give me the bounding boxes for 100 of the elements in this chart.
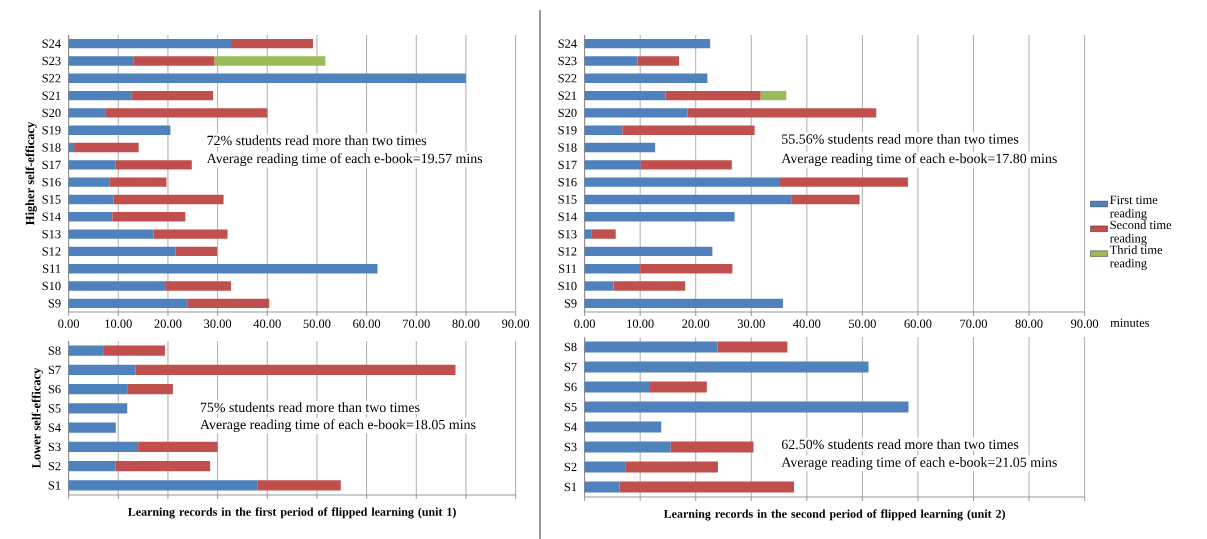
bar <box>68 212 113 222</box>
bar <box>625 461 718 473</box>
annotation: Average reading time of each e-book=19.57 mins <box>206 153 483 167</box>
bar <box>584 298 783 308</box>
y-tick-label: S1 <box>48 481 61 490</box>
x-axis-title: Learning records in the first period of flipped learning (unit 1) <box>128 507 456 519</box>
bar <box>584 246 713 257</box>
x-tick-label: 70.00 <box>960 319 988 328</box>
y-tick-label: S4 <box>564 422 577 432</box>
x-tick-label: 20.00 <box>682 319 710 328</box>
bar <box>109 177 167 187</box>
bar <box>131 90 214 101</box>
bar <box>135 364 456 376</box>
x-tick-label: 0.00 <box>58 319 80 328</box>
y-tick-label: S6 <box>564 382 577 392</box>
bar <box>670 441 754 453</box>
x-tick-label: 80.00 <box>452 319 480 328</box>
y-tick-label: S21 <box>558 91 577 100</box>
x-tick-label: 80.00 <box>1015 319 1043 328</box>
bar <box>138 441 218 453</box>
bar <box>584 73 708 83</box>
bar <box>68 125 171 135</box>
x-tick-label: 30.00 <box>737 319 765 328</box>
y-tick-label: S19 <box>42 126 61 135</box>
bar <box>665 90 761 101</box>
x-tick-label: 40.00 <box>253 319 281 328</box>
x-tick-label: 50.00 <box>303 319 331 328</box>
annotation: 75% students read more than two times <box>200 402 420 413</box>
x-axis-title: minutes <box>1110 318 1150 327</box>
bar <box>115 160 192 170</box>
x-tick-label: 60.00 <box>904 319 932 328</box>
bar <box>584 441 671 453</box>
y-tick-label: S23 <box>42 56 61 66</box>
y-tick-label: S19 <box>558 126 577 135</box>
bar <box>68 108 106 118</box>
y-tick-label: S1 <box>564 482 577 492</box>
bar <box>649 381 707 393</box>
bar <box>68 229 154 239</box>
bar <box>127 383 173 395</box>
y-tick-label: S13 <box>558 229 577 239</box>
bar <box>74 142 139 153</box>
bar <box>622 125 755 135</box>
bar <box>687 108 877 118</box>
bar <box>760 90 787 101</box>
bar <box>637 56 680 66</box>
y-tick-label: S17 <box>42 160 61 170</box>
x-tick-label: 10.00 <box>105 319 132 328</box>
bar <box>584 461 626 473</box>
annotation: 62.50% students read more than two times <box>781 439 1019 450</box>
y-tick-label: S4 <box>48 423 61 432</box>
x-tick-label: 70.00 <box>403 319 430 328</box>
bar <box>584 421 662 433</box>
bar <box>68 281 166 291</box>
y-tick-label: S10 <box>558 281 577 291</box>
bar <box>779 177 908 187</box>
y-tick-label: S15 <box>42 195 61 204</box>
y-tick-label: S2 <box>564 462 577 472</box>
x-tick-label: 90.00 <box>502 319 530 328</box>
bar <box>115 460 211 472</box>
y-tick-label: S22 <box>558 74 577 83</box>
bar <box>68 177 110 187</box>
y-tick-label: S5 <box>564 402 577 412</box>
bar <box>133 56 215 66</box>
bar <box>584 142 656 153</box>
y-tick-label: S16 <box>558 177 577 187</box>
bar <box>68 56 134 66</box>
bar <box>231 38 313 49</box>
bar <box>68 38 232 49</box>
bar <box>584 56 638 66</box>
bar <box>68 422 116 433</box>
annotation: 55.56% students read more than two times <box>782 133 1019 144</box>
bar <box>584 212 735 222</box>
bar <box>584 481 620 493</box>
bar <box>584 177 780 187</box>
bar <box>640 264 733 274</box>
y-tick-label: S9 <box>48 299 61 308</box>
bar <box>103 345 165 356</box>
bar <box>257 480 341 491</box>
bar <box>584 381 650 393</box>
bar <box>584 108 688 118</box>
x-tick-label: 30.00 <box>204 319 232 328</box>
bar <box>717 341 788 353</box>
bar <box>584 264 641 274</box>
bar <box>68 194 114 205</box>
y-tick-label: S9 <box>564 299 577 308</box>
bar <box>68 364 136 376</box>
bar <box>619 481 795 493</box>
bar <box>584 160 641 170</box>
y-tick-label: S2 <box>48 461 61 471</box>
x-tick-label: 60.00 <box>353 319 381 328</box>
legend-label: Thrid time reading <box>1109 245 1163 270</box>
y-tick-label: S14 <box>558 212 577 221</box>
y-tick-label: S17 <box>558 160 577 170</box>
bar <box>584 341 718 353</box>
y-tick-label: S22 <box>42 74 61 83</box>
x-axis-title: Learning records in the second period of flipped learning (unit 2) <box>663 509 1005 521</box>
y-tick-label: S8 <box>564 342 577 352</box>
bar <box>68 460 116 472</box>
y-tick-label: S24 <box>558 39 577 48</box>
bar <box>68 403 128 414</box>
